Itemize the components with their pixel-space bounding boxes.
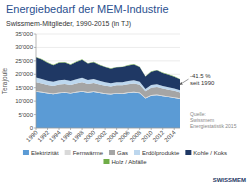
legend-label: Gas: [117, 150, 128, 156]
x-tick: [36, 128, 37, 130]
legend-swatch: [103, 159, 109, 164]
x-tick-label: 2004: [106, 129, 120, 143]
y-tick-label: 25'000: [15, 58, 33, 64]
grid-line: [36, 60, 180, 61]
x-tick: [128, 128, 129, 130]
x-tick-label: 1992: [37, 129, 51, 143]
area: [36, 57, 180, 90]
x-tick-label: 2014: [163, 129, 177, 143]
legend-label: Elektrizität: [31, 150, 59, 156]
x-tick: [151, 128, 152, 130]
x-axis-line: [36, 128, 180, 129]
grid: [36, 34, 180, 128]
title: Energiebedarf der MEM-Industrie: [6, 3, 169, 15]
area: [36, 92, 180, 128]
x-tick-label: 2006: [117, 129, 131, 143]
legend-swatch: [23, 150, 29, 155]
area: [36, 57, 180, 79]
areas: [36, 57, 180, 128]
x-tick-label: 2000: [83, 129, 97, 143]
x-tick: [93, 128, 94, 130]
logo-text: SWISSMEM: [213, 177, 246, 183]
legend-label: Fernwärme: [73, 150, 104, 156]
annotation: -41.5 %seit 1990: [190, 73, 215, 86]
x-tick: [139, 128, 140, 130]
x-tick: [162, 128, 163, 130]
legend-label: Erdölprodukte: [142, 150, 180, 156]
y-tick-label: 35'000: [15, 31, 33, 37]
legend-swatch: [65, 150, 71, 155]
annotation-arrow: [180, 79, 189, 84]
x-tick: [116, 128, 117, 130]
subtitle: Swissmem-Mitglieder, 1990-2015 (in TJ): [6, 20, 131, 28]
grid-line: [36, 128, 180, 129]
legend-label: Kohle / Koks: [193, 150, 227, 156]
legend-item: Erdölprodukte: [134, 150, 180, 156]
y-tick-label: 10'000: [15, 98, 33, 104]
x-tick-label: 1994: [48, 129, 62, 143]
x-tick: [47, 128, 48, 130]
y-tick-label: 5'000: [19, 112, 34, 118]
legend-label: Holz / Abfälle: [111, 159, 147, 165]
legend-swatch: [109, 150, 115, 155]
y-tick-label: 30'000: [15, 44, 33, 50]
x-tick: [174, 128, 175, 130]
x-tick-label: 2002: [94, 129, 108, 143]
x-tick-label: 2010: [140, 129, 154, 143]
grid-line: [36, 34, 180, 35]
y-axis-label: Terajoule: [1, 67, 9, 94]
legend-item: Elektrizität: [23, 150, 59, 156]
x-tick: [82, 128, 83, 130]
x-tick: [105, 128, 106, 130]
legend-swatch: [134, 150, 140, 155]
x-tick-label: 1996: [60, 129, 74, 143]
x-tick-label: 2008: [129, 129, 143, 143]
legend-item: Holz / Abfälle: [103, 159, 147, 165]
y-axis-line: [36, 34, 37, 128]
source-note: Quelle:SwissmemEnergiestatistik 2015: [190, 111, 237, 129]
legend-item: Gas: [109, 150, 128, 156]
chart: Energiebedarf der MEM-Industrie Swissmem-…: [0, 0, 250, 187]
x-tick-label: 1998: [71, 129, 85, 143]
legend-swatch: [185, 150, 191, 155]
y-tick-label: 15'000: [15, 85, 33, 91]
y-tick-label: 20'000: [15, 71, 33, 77]
x-tick: [59, 128, 60, 130]
legend: Elektrizität Fernwärme Gas Erdölprodukte Koh…: [23, 150, 227, 165]
legend-item: Fernwärme: [65, 150, 104, 156]
grid-line: [36, 47, 180, 48]
legend-item: Kohle / Koks: [185, 150, 227, 156]
x-tick-label: 1990: [25, 129, 39, 143]
x-tick-label: 2012: [152, 129, 166, 143]
x-tick: [70, 128, 71, 130]
